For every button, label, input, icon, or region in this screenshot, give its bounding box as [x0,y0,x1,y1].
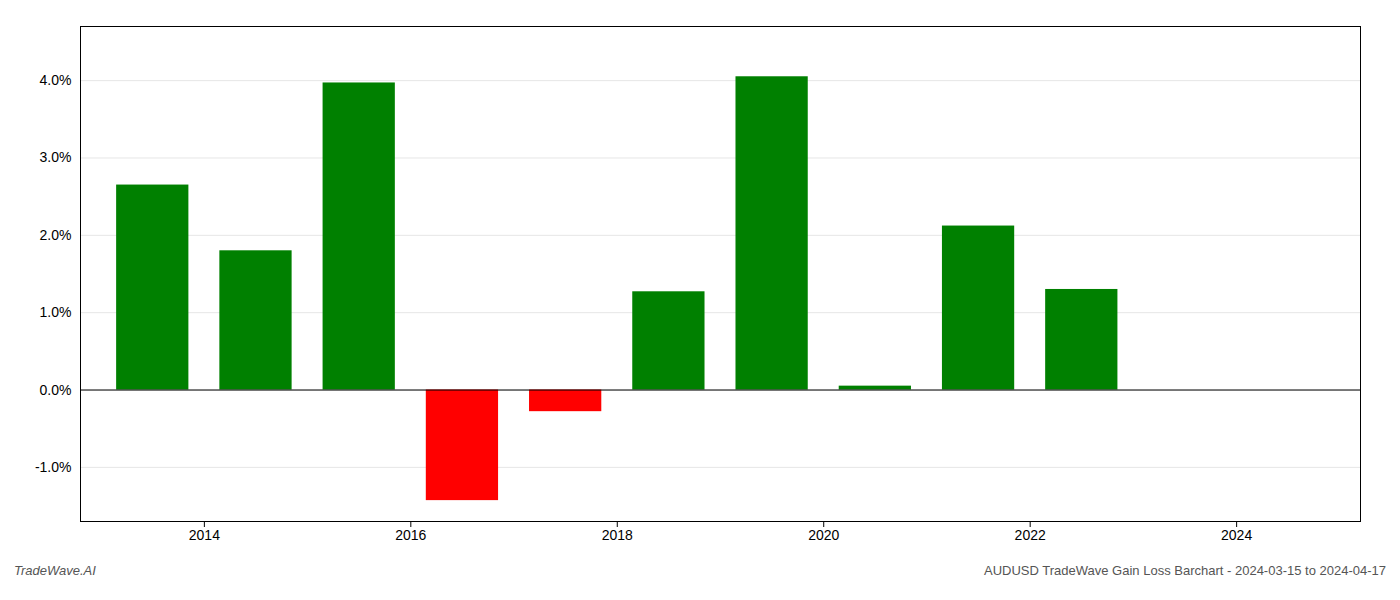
svg-text:3.0%: 3.0% [40,149,72,165]
svg-text:2.0%: 2.0% [40,227,72,243]
svg-text:2020: 2020 [808,527,839,543]
html-text:AUDUSD TradeWave Gain Loss Bar: AUDUSD TradeWave Gain Loss Barchart - 20… [984,563,1386,578]
svg-text:2014: 2014 [189,527,220,543]
svg-text:2024: 2024 [1221,527,1252,543]
svg-text:4.0%: 4.0% [40,72,72,88]
svg-text:2016: 2016 [395,527,426,543]
svg-text:2022: 2022 [1015,527,1046,543]
svg-text:0.0%: 0.0% [40,381,72,397]
svg-text:1.0%: 1.0% [40,304,72,320]
svg-text:-1.0%: -1.0% [35,459,72,475]
svg-text:2018: 2018 [602,527,633,543]
html-text:TradeWave.AI: TradeWave.AI [14,563,96,578]
